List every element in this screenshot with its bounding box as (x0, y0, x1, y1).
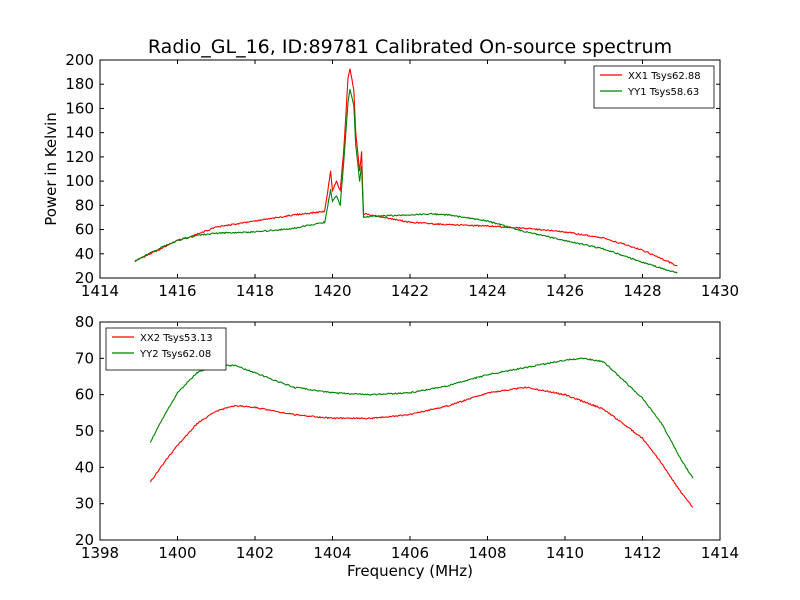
bottom-series-line-1 (149, 386, 694, 508)
bottom-x-tick-label: 1406 (391, 544, 429, 562)
bottom-y-tick-label: 20 (75, 531, 94, 549)
top-legend-entry-2: YY1 Tsys58.63 (627, 87, 699, 98)
top-x-tick-label: 1422 (391, 282, 429, 300)
top-chart: 1414 1416 1418 1420 1422 1424 1426 1428 1430 20 40… (42, 51, 739, 300)
top-chart-ticks: 1414 1416 1418 1420 1422 1424 1426 1428 1430 20 40… (65, 51, 739, 300)
top-y-tick-label: 60 (75, 221, 94, 239)
top-x-tick-label: 1420 (313, 282, 351, 300)
top-x-tick-label: 1414 (81, 282, 119, 300)
top-y-tick-label: 120 (65, 148, 94, 166)
top-series-line-2 (134, 89, 678, 274)
bottom-x-tick-label: 1400 (158, 544, 196, 562)
bottom-y-tick-label: 40 (75, 458, 94, 476)
top-y-tick-label: 20 (75, 269, 94, 287)
bottom-legend-entry-2: YY2 Tsys62.08 (139, 349, 211, 360)
bottom-legend-entry-1: XX2 Tsys53.13 (140, 333, 213, 344)
top-x-tick-label: 1428 (623, 282, 661, 300)
top-chart-y-axis-label: Power in Kelvin (42, 112, 60, 226)
bottom-x-tick-label: 1404 (313, 544, 351, 562)
top-y-tick-label: 80 (75, 196, 94, 214)
bottom-chart-ticks: 1398 1400 1402 1404 1406 1408 1410 1412 1414 20 30… (75, 313, 739, 562)
bottom-chart-legend: XX2 Tsys53.13 YY2 Tsys62.08 (105, 327, 227, 371)
bottom-x-tick-label: 1412 (623, 544, 661, 562)
bottom-x-tick-label: 1410 (546, 544, 584, 562)
top-y-tick-label: 200 (65, 51, 94, 69)
top-y-tick-label: 180 (65, 75, 94, 93)
bottom-legend-box (105, 327, 227, 371)
bottom-series-line-2 (149, 357, 694, 479)
bottom-y-tick-label: 70 (75, 349, 94, 367)
bottom-y-tick-label: 60 (75, 386, 94, 404)
top-y-tick-label: 40 (75, 245, 94, 263)
top-y-tick-label: 140 (65, 124, 94, 142)
top-x-tick-label: 1418 (236, 282, 274, 300)
top-x-tick-label: 1416 (158, 282, 196, 300)
top-chart-series (134, 68, 678, 274)
bottom-x-tick-label: 1398 (81, 544, 119, 562)
top-series-line-1 (134, 68, 678, 267)
figure-title: Radio_GL_16, ID:89781 Calibrated On-sour… (148, 36, 672, 58)
top-chart-legend: XX1 Tsys62.88 YY1 Tsys58.63 (593, 65, 715, 109)
bottom-chart-x-axis-label: Frequency (MHz) (347, 562, 473, 580)
bottom-chart: 1398 1400 1402 1404 1406 1408 1410 1412 1414 20 30… (75, 313, 739, 580)
bottom-y-tick-label: 80 (75, 313, 94, 331)
top-y-tick-label: 160 (65, 99, 94, 117)
bottom-x-tick-label: 1414 (701, 544, 739, 562)
bottom-y-tick-label: 30 (75, 495, 94, 513)
top-x-tick-label: 1430 (701, 282, 739, 300)
bottom-x-tick-label: 1402 (236, 544, 274, 562)
top-legend-entry-1: XX1 Tsys62.88 (628, 71, 701, 82)
top-legend-box (593, 65, 715, 109)
top-x-tick-label: 1426 (546, 282, 584, 300)
bottom-chart-series (149, 357, 694, 508)
bottom-y-tick-label: 50 (75, 422, 94, 440)
top-x-tick-label: 1424 (468, 282, 506, 300)
bottom-x-tick-label: 1408 (468, 544, 506, 562)
top-y-tick-label: 100 (65, 172, 94, 190)
